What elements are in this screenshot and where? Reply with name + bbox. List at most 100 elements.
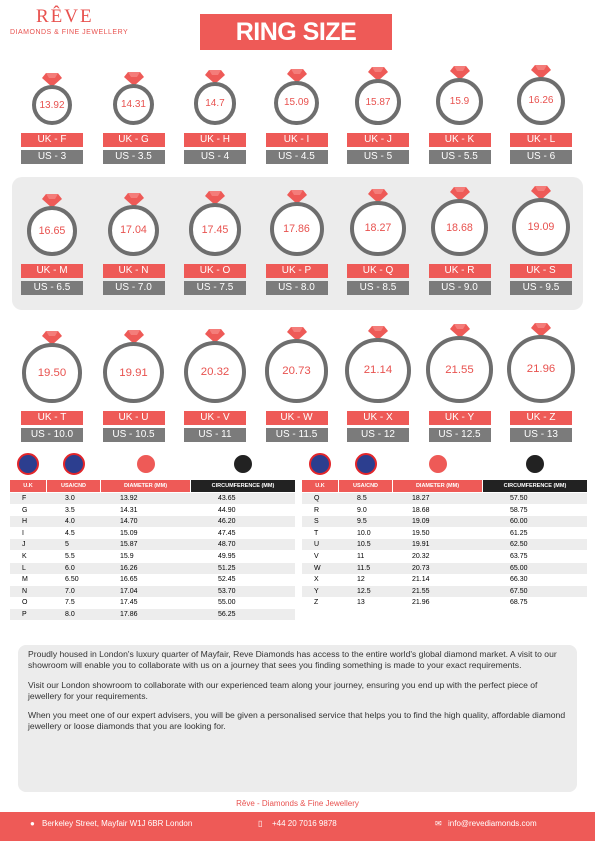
column-header: CIRCUMFERENCE (MM): [191, 480, 295, 492]
table-cell: 15.09: [120, 529, 138, 537]
column-icon: [309, 453, 331, 475]
ring: 18.27: [350, 200, 406, 256]
table-cell: V: [314, 553, 319, 560]
table-cell: 66.30: [510, 576, 528, 584]
phone: +44 20 7016 9878: [272, 819, 337, 828]
table-cell: 7.0: [65, 587, 75, 595]
uk-label: UK - J: [347, 133, 409, 147]
table-cell: 17.45: [120, 599, 138, 607]
table-cell: 11.5: [357, 564, 371, 572]
table-cell: 19.50: [412, 529, 430, 537]
uk-label: UK - Y: [428, 411, 491, 425]
gem-icon: [286, 327, 307, 342]
uk-label: UK - L: [510, 133, 572, 147]
ring: 21.96: [507, 335, 575, 403]
table-cell: 19.91: [412, 541, 430, 549]
gem: [367, 66, 389, 82]
ring: 16.26: [516, 76, 566, 125]
table-cell: 52.45: [218, 576, 236, 584]
table-cell: G: [22, 506, 28, 514]
table-cell: 8.5: [357, 495, 367, 502]
gem-icon: [449, 324, 470, 339]
us-label: US - 5.5: [428, 150, 491, 164]
gem: [530, 64, 552, 80]
column-icon: [426, 453, 449, 475]
brand-line: Rêve - Diamonds & Fine Jewellery: [236, 799, 359, 808]
table-cell: 5.5: [65, 553, 75, 560]
gem-icon: [368, 188, 388, 203]
ring: 17.86: [269, 202, 324, 256]
ring: 19.91: [103, 342, 164, 403]
gem: [449, 65, 471, 81]
uk-label: UK - U: [102, 411, 165, 425]
ring: 14.7: [193, 82, 237, 125]
us-label: US - 8.5: [347, 281, 409, 295]
gem: [123, 192, 145, 208]
column-icon: [524, 453, 546, 475]
table-cell: L: [22, 564, 26, 572]
column-header: U.K: [10, 480, 46, 492]
gem: [530, 322, 552, 338]
table-cell: H: [22, 518, 28, 526]
gem: [41, 72, 63, 88]
table-cell: 58.75: [510, 506, 528, 514]
us-label: US - 3.5: [102, 150, 165, 164]
table-cell: 16.65: [120, 576, 138, 584]
ring: 14.31: [112, 83, 155, 125]
brand: RÊVE: [36, 6, 94, 27]
table-cell: U: [314, 541, 320, 549]
paragraph: When you meet one of our expert advisers…: [28, 710, 566, 732]
ring: 21.14: [345, 337, 411, 403]
uk-label: UK - M: [21, 264, 83, 278]
paragraph: Visit our London showroom to collaborate…: [28, 679, 538, 701]
column-icon: [232, 453, 254, 475]
gem: [41, 330, 63, 346]
column-header: DIAMETER (MM): [101, 480, 190, 492]
table-cell: 4.5: [65, 529, 75, 537]
uk-label: UK - I: [265, 133, 328, 147]
table-cell: 12.5: [357, 587, 371, 595]
uk-label: UK - W: [265, 411, 328, 425]
gem-icon: [42, 73, 62, 87]
row-stripe: [302, 562, 587, 574]
email: info@revediamonds.com: [448, 819, 537, 828]
gem: [367, 325, 389, 341]
ring: 19.50: [22, 343, 82, 403]
table-cell: 68.75: [510, 599, 528, 607]
table-cell: 56.25: [218, 611, 236, 618]
us-label: US - 13: [510, 428, 572, 442]
tagline: DIAMONDS & FINE JEWELLERY: [10, 29, 129, 36]
column-header: U.K: [302, 480, 338, 492]
uk-label: UK - K: [428, 133, 491, 147]
uk-label: UK - X: [347, 411, 409, 425]
row-stripe: [302, 539, 587, 551]
table-cell: 51.25: [218, 564, 236, 572]
table-cell: X: [314, 576, 319, 584]
table-cell: Q: [314, 495, 320, 502]
table-cell: 60.00: [510, 518, 528, 526]
uk-label: UK - H: [184, 133, 246, 147]
table-cell: P: [22, 611, 27, 618]
table-cell: 14.31: [120, 506, 138, 514]
gem: [41, 193, 63, 209]
uk-label: UK - S: [510, 264, 572, 278]
uk-label: UK - Z: [510, 411, 572, 425]
ring: 15.09: [274, 80, 319, 125]
us-label: US - 10.0: [21, 428, 83, 442]
gem-icon: [531, 64, 551, 79]
table-cell: 7.5: [65, 599, 75, 607]
table-cell: J: [22, 541, 26, 549]
gem-icon: [531, 323, 551, 337]
uk-label: UK - F: [21, 133, 83, 147]
table-cell: 20.32: [412, 553, 430, 560]
table-cell: 20.73: [412, 564, 430, 572]
row-stripe: [10, 493, 295, 504]
ring: 16.65: [27, 206, 77, 256]
table-cell: 48.70: [218, 541, 236, 549]
table-cell: 55.00: [218, 599, 236, 607]
us-label: US - 4.5: [265, 150, 328, 164]
text-box: Proudly housed in London's luxury quarte…: [18, 645, 577, 792]
table-cell: 13.92: [120, 495, 138, 502]
row-stripe: [302, 585, 587, 597]
us-label: US - 9.0: [428, 281, 491, 295]
